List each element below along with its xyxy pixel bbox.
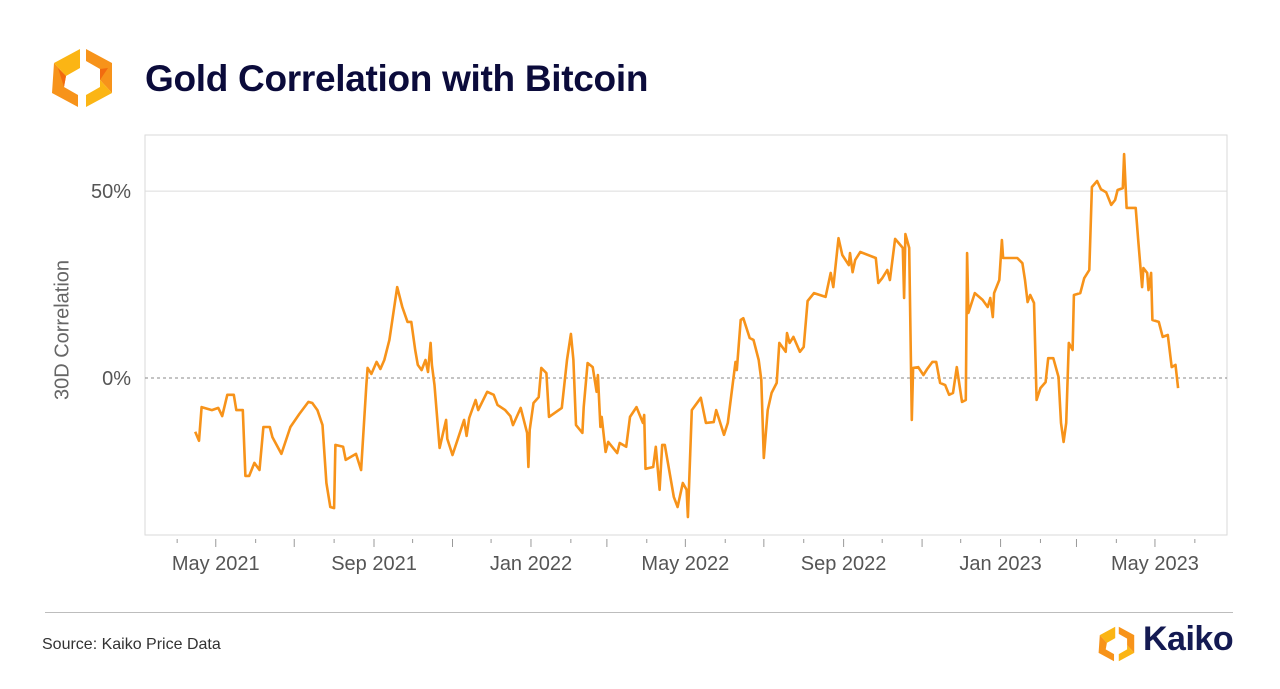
x-tick-label: Jan 2023	[959, 553, 1041, 575]
x-tick-label: Sep 2021	[331, 553, 417, 575]
x-tick-label: May 2021	[172, 553, 260, 575]
x-tick-label: Jan 2022	[490, 553, 572, 575]
chart: 0% 50% May 2021 Sep 2021 Jan 2022 May 2022 Se…	[91, 134, 1228, 575]
plot-area	[144, 134, 1228, 536]
y-tick-label: 0%	[102, 368, 131, 390]
series-line	[194, 152, 1180, 519]
x-tick-label: May 2022	[641, 553, 729, 575]
chart-title: Gold Correlation with Bitcoin	[145, 58, 649, 99]
x-tick-label: May 2023	[1111, 553, 1199, 575]
kaiko-brand-icon	[1098, 626, 1135, 662]
y-tick-label: 50%	[91, 181, 131, 203]
footer-divider	[45, 612, 1233, 613]
x-tick-label: Sep 2022	[801, 553, 887, 575]
kaiko-wordmark: Kaiko	[1143, 620, 1234, 658]
kaiko-logo-icon	[52, 49, 112, 107]
source-note: Source: Kaiko Price Data	[42, 636, 221, 653]
